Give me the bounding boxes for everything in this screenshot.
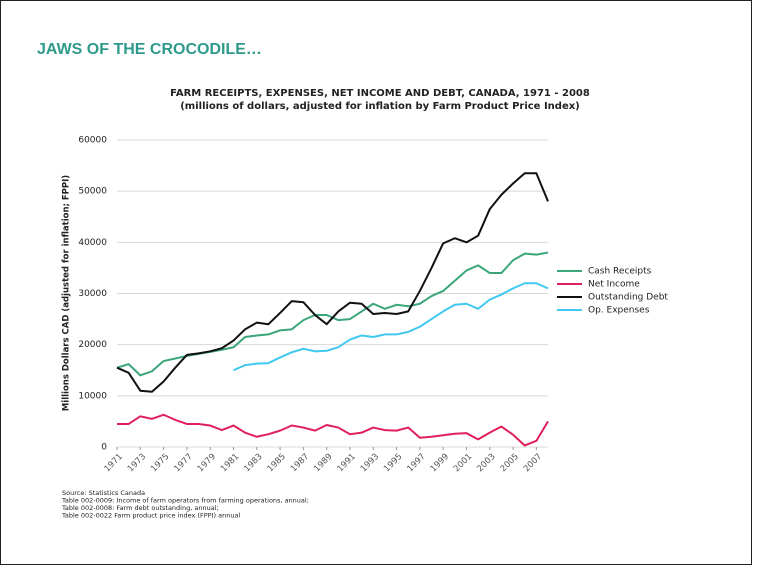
legend-label: Outstanding Debt [588,293,668,303]
y-axis-label: Millions Dollars CAD (adjusted for infla… [62,175,72,411]
legend-label: Cash Receipts [588,267,652,277]
chart-title: FARM RECEIPTS, EXPENSES, NET INCOME AND … [170,88,590,99]
chart-subtitle: (millions of dollars, adjusted for infla… [180,101,580,112]
source-note: Table 002-0009: Income of farm operators… [61,497,309,505]
y-tick-label: 60000 [78,136,107,146]
source-note: Source: Statistics Canada [62,489,145,497]
y-tick-label: 50000 [78,187,107,197]
source-note: Table 002-0022 Farm product price index … [61,512,240,520]
series-line [233,282,549,372]
y-tick-label: 10000 [78,391,107,401]
y-tick-label: 40000 [78,238,107,248]
y-tick-label: 20000 [78,340,107,350]
source-note: Table 002-0008: Farm debt outstanding, a… [61,504,219,512]
y-tick-label: 0 [101,443,107,453]
series-line [116,172,549,393]
legend-label: Net Income [588,280,640,290]
slide-heading: JAWS OF THE CROCODILE… [37,41,262,58]
y-tick-label: 30000 [78,289,107,299]
series-line [117,413,549,447]
legend-label: Op. Expenses [588,306,650,316]
